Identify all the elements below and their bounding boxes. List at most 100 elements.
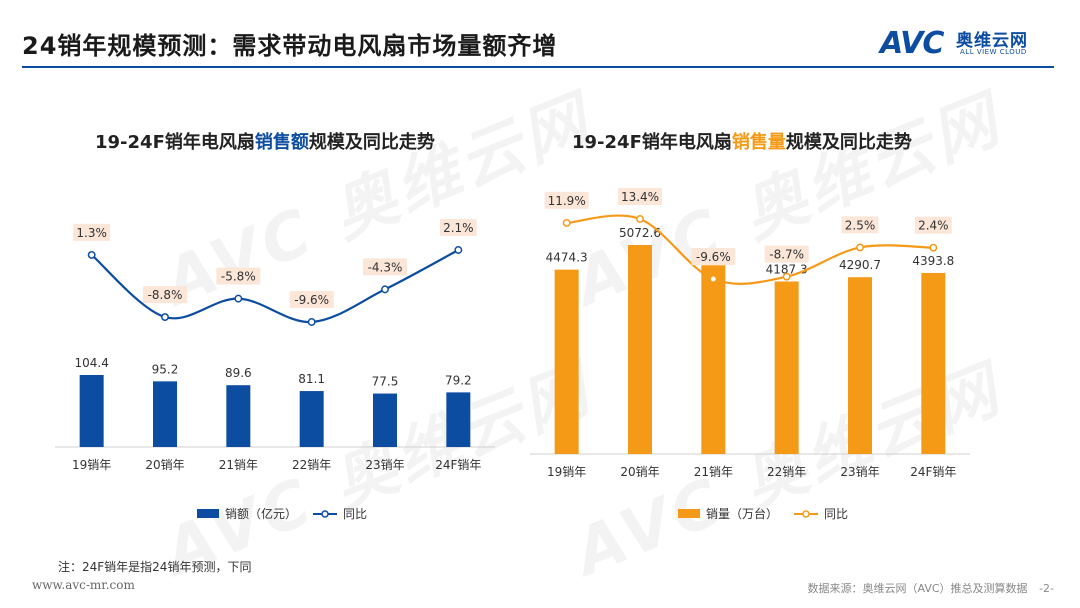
yoy-label-bg	[764, 245, 809, 263]
chart-title-prefix: 19-24F销年电风扇	[95, 132, 255, 153]
yoy-label: -4.3%	[368, 260, 403, 274]
yoy-line	[566, 214, 934, 285]
bar	[79, 375, 104, 447]
yoy-label: 2.5%	[845, 218, 876, 232]
yoy-label: 11.9%	[548, 194, 586, 208]
yoy-label-bg	[618, 188, 662, 205]
footnote: 注：24F销年是指24销年预测，下同	[58, 560, 252, 574]
yoy-point	[87, 250, 96, 259]
yoy-label-bg	[914, 216, 952, 234]
website-url: www.avc-mr.com	[32, 578, 135, 592]
legend-label-line: 同比	[343, 507, 367, 521]
chart-title-sales-value: 19-24F销年电风扇销售额规模及同比走势	[95, 128, 435, 154]
bar	[373, 393, 397, 447]
yoy-point	[454, 246, 463, 254]
bar	[701, 265, 726, 454]
x-tick-label: 22销年	[767, 465, 806, 479]
yoy-line	[90, 249, 459, 324]
bar-value-label: 77.5	[372, 375, 399, 389]
yoy-label-bg	[363, 258, 407, 276]
chart-title-suffix: 规模及同比走势	[785, 132, 912, 153]
bar	[554, 269, 579, 454]
chart-title-sales-volume: 19-24F销年电风扇销售量规模及同比走势	[572, 128, 912, 154]
legend-label-line: 同比	[824, 507, 848, 521]
bar	[446, 392, 471, 447]
legend-label-bar: 销量（万台）	[706, 506, 778, 521]
sales-volume-chart: 4474.35072.64580.94187.34290.74393.819销年…	[530, 188, 970, 521]
yoy-label-bg	[143, 286, 187, 304]
logo-en: ALL VIEW CLOUD	[960, 48, 1027, 56]
bar-value-label: 95.2	[152, 362, 179, 376]
yoy-label: -9.6%	[696, 250, 731, 264]
yoy-label: 13.4%	[621, 190, 659, 204]
data-source: 数据来源：奥维云网（AVC）推总及测算数据 -2-	[808, 580, 1054, 596]
header-divider	[22, 66, 1054, 68]
bar-value-label: 89.6	[225, 366, 252, 380]
page-number: -2-	[1039, 582, 1054, 595]
bar	[848, 277, 872, 454]
bar	[226, 385, 251, 447]
yoy-label: 2.4%	[918, 219, 949, 233]
x-tick-label: 21销年	[219, 458, 258, 472]
x-tick-label: 24F销年	[435, 458, 481, 472]
bar-value-label: 81.1	[298, 372, 325, 386]
chart-title-highlight: 销售额	[254, 132, 309, 153]
logo-mark: AVC	[880, 26, 944, 61]
x-tick-label: 21销年	[694, 465, 733, 479]
yoy-point	[709, 275, 718, 283]
x-tick-label: 19销年	[547, 465, 586, 479]
yoy-label: -8.8%	[148, 288, 183, 302]
yoy-point	[307, 318, 316, 326]
page-title: 24销年规模预测：需求带动电风扇市场量额齐增	[22, 32, 558, 60]
bar-value-label: 104.4	[74, 356, 108, 370]
yoy-point	[562, 218, 571, 227]
x-tick-label: 20销年	[145, 458, 184, 472]
bar	[921, 272, 946, 454]
yoy-point	[636, 215, 644, 223]
yoy-label: 1.3%	[76, 226, 107, 240]
x-tick-label: 23销年	[365, 458, 404, 472]
legend-swatch-point	[802, 510, 810, 518]
yoy-label-bg	[439, 219, 477, 236]
yoy-point	[929, 243, 938, 252]
yoy-label-bg	[691, 248, 736, 265]
yoy-label-bg	[289, 291, 334, 308]
yoy-label: -9.6%	[294, 293, 329, 307]
yoy-label: -5.8%	[221, 270, 256, 284]
yoy-label-bg	[841, 216, 879, 234]
x-tick-label: 19销年	[72, 458, 111, 472]
bar	[299, 391, 324, 447]
bar-value-label: 5072.6	[619, 226, 661, 240]
sales-value-chart: 104.4 95.2 89.6 81.1 77.5 79.2 19销年 20销年 21销年 22销…	[55, 219, 495, 521]
yoy-label: 2.1%	[443, 221, 474, 235]
yoy-point	[161, 313, 169, 322]
x-tick-label: 20销年	[620, 465, 659, 479]
yoy-label-bg	[73, 223, 111, 241]
source-text: 数据来源：奥维云网（AVC）推总及测算数据	[807, 582, 1028, 595]
legend-label-bar: 销额（亿元）	[225, 506, 297, 521]
bar-value-label: 79.2	[445, 373, 472, 387]
yoy-point	[381, 285, 389, 294]
chart-title-prefix: 19-24F销年电风扇	[572, 132, 732, 153]
chart-title-suffix: 规模及同比走势	[308, 132, 435, 153]
yoy-point	[234, 294, 243, 303]
legend-swatch-bar	[197, 509, 219, 518]
legend-swatch-bar	[678, 509, 700, 518]
x-tick-label: 22销年	[292, 458, 331, 472]
logo-cn: 奥维云网	[956, 31, 1028, 51]
avc-logo: AVC 奥维云网 ALL VIEW CLOUD	[880, 24, 1050, 64]
yoy-label: -8.7%	[769, 248, 804, 262]
yoy-label-bg	[216, 267, 261, 285]
bar	[153, 381, 177, 447]
bar	[774, 281, 799, 454]
yoy-point	[782, 272, 791, 281]
yoy-point	[856, 243, 864, 252]
x-tick-label: 23销年	[840, 465, 879, 479]
bar	[628, 245, 652, 454]
bar-value-label: 4290.7	[839, 258, 881, 272]
yoy-label-bg	[544, 191, 589, 209]
x-tick-label: 24F销年	[910, 465, 956, 479]
bar-value-label: 4474.3	[546, 251, 588, 265]
legend-swatch-point	[321, 510, 329, 518]
bar-value-label: 4393.8	[912, 254, 954, 268]
